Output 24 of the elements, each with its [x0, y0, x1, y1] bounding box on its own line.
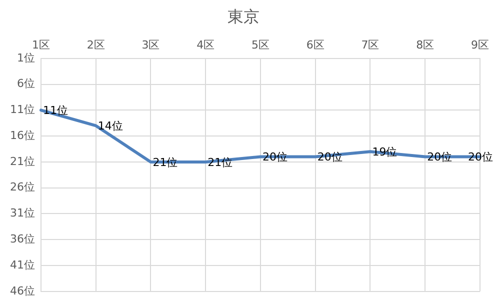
y-tick-label: 26位 [10, 180, 35, 194]
data-label: 20位 [262, 150, 288, 164]
x-tick-label: 1区 [32, 38, 50, 52]
chart-title: 東京 [228, 6, 260, 26]
x-tick-label: 3区 [142, 38, 160, 52]
x-tick-label: 4区 [196, 38, 215, 52]
x-tick-label: 5区 [252, 38, 270, 52]
y-tick-label: 21位 [10, 154, 35, 168]
y-tick-label: 46位 [10, 284, 35, 298]
y-tick-label: 1位 [16, 51, 35, 64]
data-label: 14位 [98, 120, 123, 133]
x-tick-label: 9区 [471, 38, 489, 52]
y-tick-label: 41位 [10, 258, 35, 272]
y-tick-label: 36位 [10, 232, 35, 246]
data-label: 20位 [427, 150, 452, 164]
x-tick-label: 7区 [361, 38, 380, 52]
x-tick-label: 8区 [416, 38, 434, 52]
y-tick-label: 31位 [10, 206, 35, 220]
y-tick-label: 11位 [10, 103, 35, 116]
x-tick-label: 6区 [306, 38, 324, 52]
y-tick-label: 6位 [16, 77, 35, 90]
x-tick-label: 2区 [86, 38, 105, 52]
y-tick-label: 16位 [10, 128, 35, 142]
data-label: 20位 [468, 150, 494, 164]
